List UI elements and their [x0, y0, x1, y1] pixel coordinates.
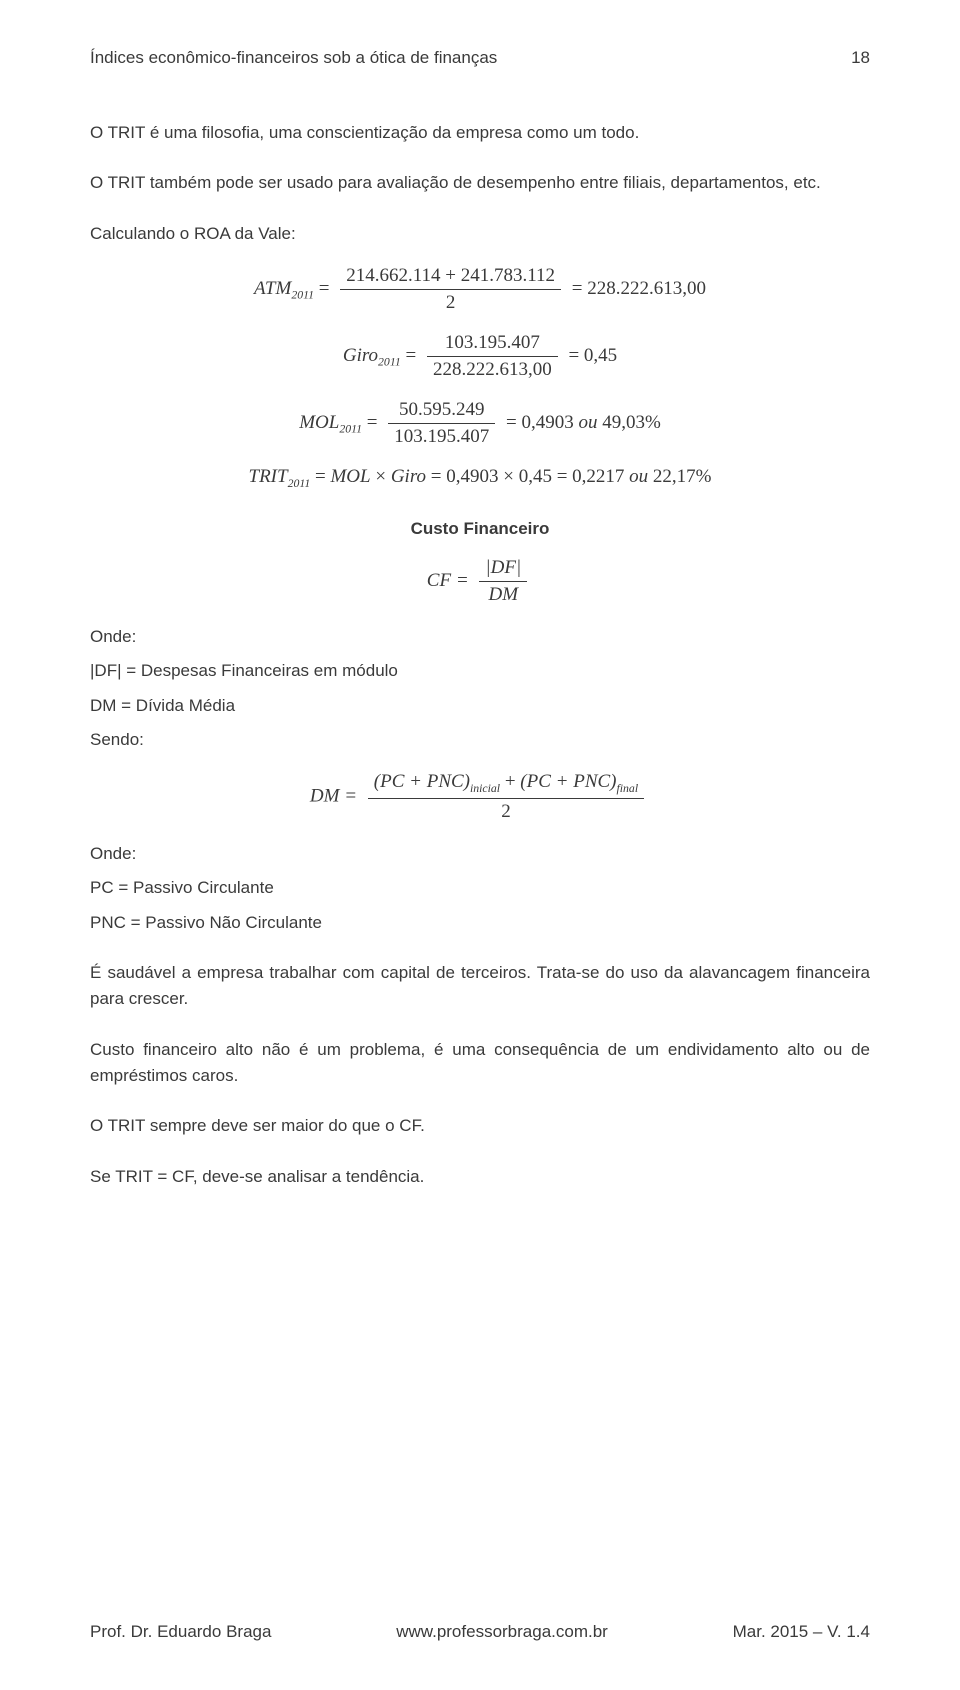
eq-dm-num: (PC + PNC)inicial + (PC + PNC)final	[368, 771, 644, 798]
eq-atm-sub: 2011	[291, 289, 314, 302]
eq-giro-num: 103.195.407	[427, 332, 558, 356]
equation-mol: MOL2011 = 50.595.249 103.195.407 = 0,490…	[90, 399, 870, 448]
eq-dm-plus: +	[505, 771, 520, 792]
definition-df: |DF| = Despesas Financeiras em módulo	[90, 658, 870, 684]
eq-dm-frac: (PC + PNC)inicial + (PC + PNC)final 2	[368, 771, 644, 823]
eq-giro-den: 228.222.613,00	[427, 356, 558, 381]
eq-giro-frac: 103.195.407 228.222.613,00	[427, 332, 558, 381]
paragraph-saudavel: É saudável a empresa trabalhar com capit…	[90, 960, 870, 1013]
definition-pnc: PNC = Passivo Não Circulante	[90, 910, 870, 936]
eq-atm-den: 2	[340, 289, 561, 314]
eq-giro-sub: 2011	[378, 356, 401, 369]
header-title: Índices econômico-financeiros sob a ótic…	[90, 48, 497, 68]
eq-dm-den: 2	[368, 798, 644, 823]
definition-pc: PC = Passivo Circulante	[90, 875, 870, 901]
eq-trit-sym: TRIT	[249, 466, 288, 487]
eq-mol-rhs: = 0,4903 ou 49,03%	[506, 412, 661, 433]
eq-atm-frac: 214.662.114 + 241.783.112 2	[340, 265, 561, 314]
footer-version: Mar. 2015 – V. 1.4	[733, 1622, 870, 1642]
equation-dm: DM = (PC + PNC)inicial + (PC + PNC)final…	[90, 771, 870, 823]
equation-trit: TRIT2011 = MOL × Giro = 0,4903 × 0,45 = …	[90, 466, 870, 491]
heading-custo-financeiro: Custo Financeiro	[90, 519, 870, 539]
eq-trit-sub: 2011	[288, 477, 311, 490]
definition-dm: DM = Dívida Média	[90, 693, 870, 719]
label-sendo: Sendo:	[90, 727, 870, 753]
equation-cf: CF = |DF| DM	[90, 557, 870, 606]
footer-url: www.professorbraga.com.br	[396, 1622, 608, 1642]
eq-mol-num: 50.595.249	[388, 399, 495, 423]
label-onde-2: Onde:	[90, 841, 870, 867]
eq-cf-frac: |DF| DM	[479, 557, 527, 606]
eq-cf-lhs: CF =	[427, 570, 469, 591]
eq-atm-num: 214.662.114 + 241.783.112	[340, 265, 561, 289]
eq-cf-num: |DF|	[479, 557, 527, 581]
eq-cf-den: DM	[479, 581, 527, 606]
label-onde-1: Onde:	[90, 624, 870, 650]
equation-giro: Giro2011 = 103.195.407 228.222.613,00 = …	[90, 332, 870, 381]
eq-giro-sym: Giro	[343, 345, 378, 366]
paragraph-custo-alto: Custo financeiro alto não é um problema,…	[90, 1037, 870, 1090]
paragraph-trit-maior: O TRIT sempre deve ser maior do que o CF…	[90, 1113, 870, 1139]
eq-trit-body: = MOL × Giro = 0,4903 × 0,45 = 0,2217 ou…	[315, 466, 712, 487]
eq-atm-sym: ATM	[254, 278, 291, 299]
eq-mol-frac: 50.595.249 103.195.407	[388, 399, 495, 448]
eq-mol-sym: MOL	[299, 412, 339, 433]
paragraph-intro-1: O TRIT é uma filosofia, uma conscientiza…	[90, 120, 870, 146]
eq-dm-num-a: (PC + PNC)	[374, 771, 470, 792]
paragraph-se-trit: Se TRIT = CF, deve-se analisar a tendênc…	[90, 1164, 870, 1190]
eq-mol-sub: 2011	[339, 423, 362, 436]
paragraph-calc-label: Calculando o ROA da Vale:	[90, 221, 870, 247]
page-header: Índices econômico-financeiros sob a ótic…	[90, 48, 870, 68]
equation-atm: ATM2011 = 214.662.114 + 241.783.112 2 = …	[90, 265, 870, 314]
eq-dm-num-b: (PC + PNC)	[520, 771, 616, 792]
page-footer: Prof. Dr. Eduardo Braga www.professorbra…	[90, 1622, 870, 1642]
eq-mol-den: 103.195.407	[388, 423, 495, 448]
eq-dm-num-a-sub: inicial	[470, 782, 500, 795]
eq-atm-rhs: = 228.222.613,00	[572, 278, 706, 299]
page-number: 18	[851, 48, 870, 68]
paragraph-intro-2: O TRIT também pode ser usado para avalia…	[90, 170, 870, 196]
eq-dm-num-b-sub: final	[617, 782, 639, 795]
eq-dm-lhs: DM =	[310, 785, 357, 806]
footer-author: Prof. Dr. Eduardo Braga	[90, 1622, 271, 1642]
eq-giro-rhs: = 0,45	[568, 345, 617, 366]
